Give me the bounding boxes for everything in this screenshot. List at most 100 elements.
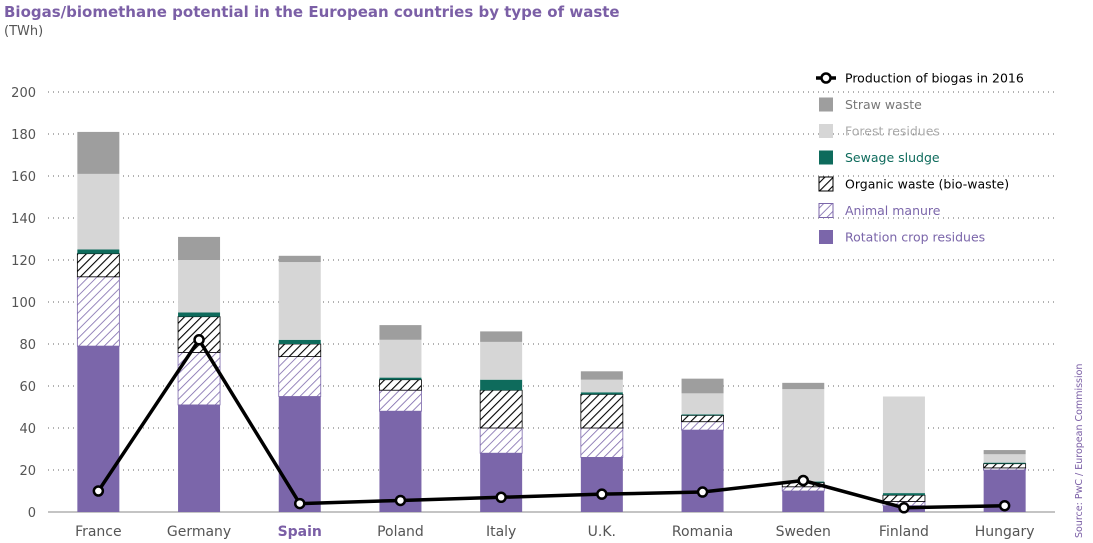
bar-spain-forest-residues (278, 262, 321, 340)
bar-finland-sewage-sludge (882, 493, 925, 496)
bar-stack-finland (882, 396, 926, 512)
bar-spain-straw-waste (278, 255, 321, 263)
bar-u-k-straw-waste (580, 371, 623, 380)
legend-swatch (819, 124, 833, 138)
x-category-hungary: Hungary (975, 524, 1035, 540)
bar-hungary-straw-waste (983, 450, 1026, 455)
bar-stack-sweden (781, 382, 825, 512)
bar-romania-animal-manure (681, 421, 724, 431)
bar-germany-straw-waste (178, 236, 221, 260)
bar-sweden-rotation-crop-residues (782, 491, 825, 512)
y-tick-label: 140 (11, 212, 36, 227)
y-tick-label: 120 (11, 254, 36, 269)
legend-label: Straw waste (845, 97, 922, 112)
bar-france-forest-residues (77, 173, 120, 250)
bar-sweden-forest-residues (782, 389, 825, 482)
production-point-france (92, 485, 105, 497)
production-point-spain (294, 497, 306, 510)
bar-stack-u-k (580, 371, 624, 512)
production-point-hungary (998, 499, 1011, 512)
bar-germany-rotation-crop-residues (178, 404, 221, 512)
legend-swatch (819, 97, 833, 112)
bar-hungary-sewage-sludge (983, 462, 1026, 464)
bar-spain-rotation-crop-residues (278, 396, 321, 512)
bar-stack-france (76, 131, 120, 512)
bar-poland-sewage-sludge (379, 377, 422, 380)
bar-u-k-rotation-crop-residues (580, 457, 623, 512)
bar-poland-organic-waste-bio-waste (379, 379, 422, 391)
legend-label: Forest residues (845, 124, 940, 139)
bar-italy-straw-waste (480, 331, 523, 342)
x-category-finland: Finland (879, 524, 929, 540)
legend-swatch (819, 150, 833, 165)
bar-spain-sewage-sludge (278, 339, 321, 344)
legend-label: Organic waste (bio-waste) (845, 177, 1009, 192)
y-tick-label: 80 (19, 338, 36, 353)
legend-item-rotation-crop-residues: Rotation crop residues (819, 230, 985, 245)
x-category-sweden: Sweden (776, 524, 831, 540)
bar-sweden-straw-waste (782, 382, 825, 390)
production-line-path (96, 338, 1005, 510)
x-category-poland: Poland (377, 524, 424, 540)
production-point-sweden (797, 474, 809, 487)
production-line (92, 334, 1011, 514)
bar-france-straw-waste (77, 131, 120, 174)
bar-poland-animal-manure (379, 389, 422, 412)
bar-romania-forest-residues (681, 393, 724, 415)
bar-france-rotation-crop-residues (77, 346, 120, 512)
bar-germany-sewage-sludge (178, 312, 221, 317)
legend-item-production-of-biogas-in-2016: Production of biogas in 2016 (816, 71, 1024, 86)
x-category-france: France (75, 524, 122, 540)
y-axis-ticks: 0 20 40 60 80 100 120 140 160 180 200 (11, 86, 36, 521)
production-point-finland (898, 502, 910, 514)
y-tick-label: 180 (11, 128, 36, 143)
y-tick-label: 40 (19, 422, 36, 437)
bar-stack-romania (681, 378, 724, 512)
bar-stack-germany (177, 236, 221, 512)
legend-item-animal-manure: Animal manure (818, 203, 941, 218)
source-note: Source: PwC / European Commission (1074, 364, 1085, 538)
bar-u-k-forest-residues (580, 379, 623, 393)
legend-swatch-marker (820, 72, 832, 84)
bar-hungary-organic-waste-bio-waste (983, 463, 1027, 469)
bar-italy-organic-waste-bio-waste (479, 389, 523, 429)
y-tick-label: 100 (11, 296, 36, 311)
bar-italy-animal-manure (479, 427, 523, 454)
bar-sweden-animal-manure (781, 486, 825, 492)
bar-france-animal-manure (76, 276, 120, 347)
production-point-u-k (596, 488, 608, 500)
x-category-romania: Romania (672, 524, 733, 540)
legend-swatch (819, 230, 833, 244)
bar-romania-straw-waste (681, 378, 724, 394)
y-tick-label: 20 (19, 464, 36, 479)
production-point-romania (696, 486, 709, 498)
bar-italy-sewage-sludge (480, 379, 523, 391)
bar-france-sewage-sludge (77, 249, 120, 254)
x-axis-categories: France Germany Spain Poland Italy U.K. Romania… (75, 524, 1034, 540)
legend-item-straw-waste: Straw waste (819, 97, 922, 112)
bar-u-k-animal-manure (580, 427, 624, 458)
bar-poland-straw-waste (379, 325, 422, 340)
bar-spain-organic-waste-bio-waste (278, 343, 322, 358)
y-tick-label: 60 (19, 380, 36, 395)
bar-u-k-sewage-sludge (580, 392, 623, 395)
legend-label: Production of biogas in 2016 (845, 71, 1024, 86)
legend-swatch (818, 203, 834, 218)
chart-subtitle: (TWh) (4, 24, 43, 39)
y-tick-label: 200 (11, 86, 36, 101)
bar-u-k-organic-waste-bio-waste (580, 393, 624, 429)
bar-stack-italy (479, 331, 523, 512)
bar-poland-forest-residues (379, 339, 422, 378)
bar-stack-poland (379, 325, 422, 512)
bar-finland-forest-residues (882, 396, 925, 494)
legend-label: Sewage sludge (845, 150, 940, 165)
bar-italy-rotation-crop-residues (480, 453, 523, 512)
x-category-italy: Italy (486, 524, 516, 540)
x-category-spain: Spain (278, 524, 322, 540)
bar-stack-hungary (983, 450, 1027, 512)
bar-germany-forest-residues (178, 260, 221, 313)
x-category-u-k: U.K. (588, 524, 616, 540)
legend-swatch (818, 176, 834, 192)
bar-romania-rotation-crop-residues (681, 430, 724, 512)
